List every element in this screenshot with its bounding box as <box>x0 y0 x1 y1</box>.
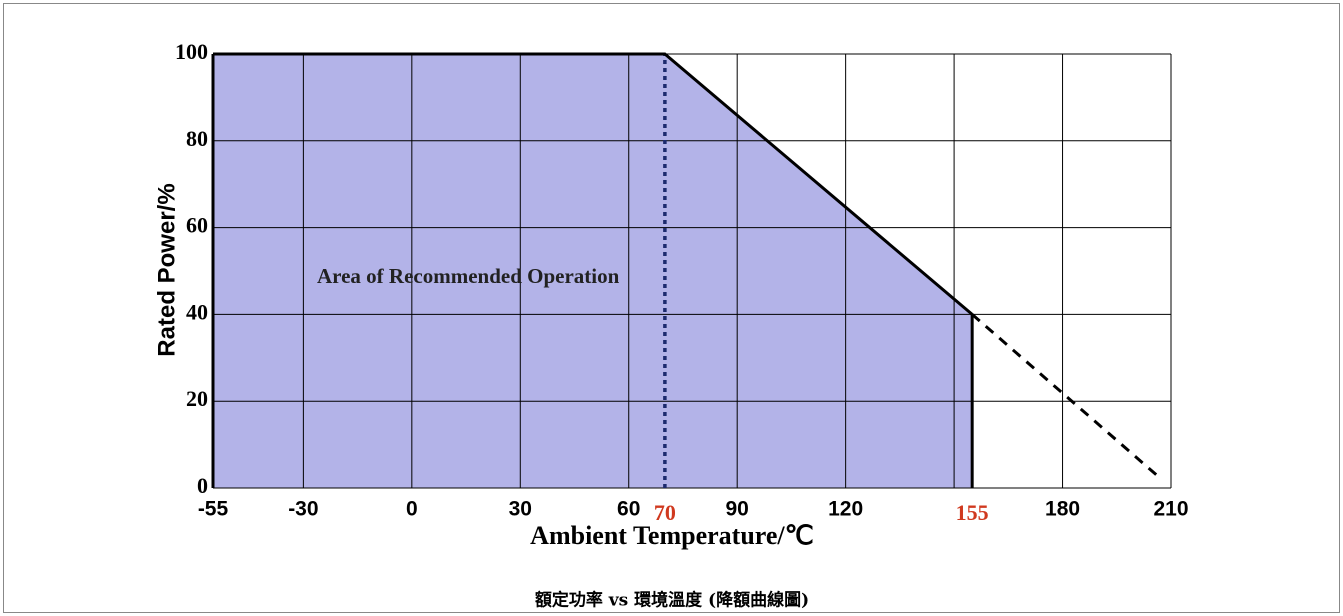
y-tick-label: 0 <box>197 473 208 498</box>
area-layer <box>213 54 973 488</box>
frame <box>3 3 1340 613</box>
operating-area <box>213 54 973 488</box>
x-tick-label: 0 <box>406 498 418 521</box>
plot: 0 20 40 60 80 100 -55 -30 0 30 60 70 90 120 155 180 210 A… <box>175 39 1189 525</box>
y-tick-label: 60 <box>186 213 208 238</box>
x-tick-label: 155 <box>956 500 989 525</box>
y-tick-label: 80 <box>186 126 208 151</box>
caption: 額定功率 vs 環境溫度 (降額曲線圖) <box>534 590 809 611</box>
x-tick-label: 70 <box>654 500 676 525</box>
annotation: Area of Recommended Operation <box>317 264 620 288</box>
y-tick-label: 40 <box>186 299 208 324</box>
derating-line <box>971 313 1158 477</box>
y-tick-label: 100 <box>175 39 208 64</box>
x-tick-label: 30 <box>509 498 532 521</box>
y-axis-title: Rated Power/% <box>153 183 180 356</box>
derating-line <box>213 52 974 316</box>
x-tick-label: 180 <box>1045 498 1080 521</box>
y-tick-label: 20 <box>186 386 208 411</box>
x-tick-label: 60 <box>617 498 640 521</box>
x-tick-label: -30 <box>288 498 318 521</box>
x-axis-title: Ambient Temperature/℃ <box>530 521 814 550</box>
x-tick-label: 90 <box>726 498 749 521</box>
x-tick-label: 120 <box>828 498 863 521</box>
x-tick-label: -55 <box>198 498 229 521</box>
x-tick-label: 210 <box>1153 498 1188 521</box>
